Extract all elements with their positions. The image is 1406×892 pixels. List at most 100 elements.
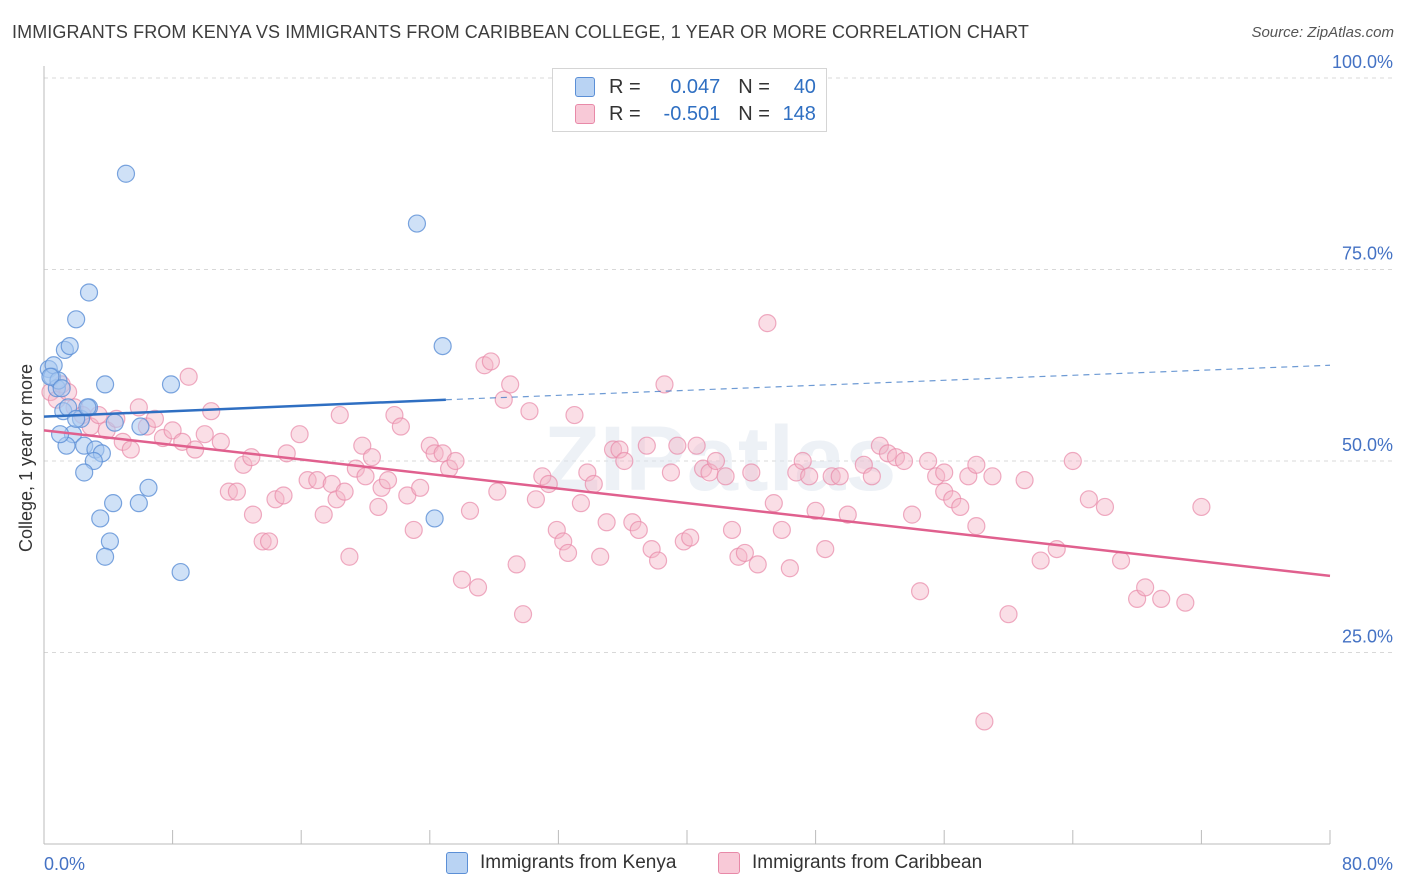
caribbean-point — [999, 605, 1018, 624]
caribbean-point — [227, 482, 246, 501]
legend-label-caribbean: Immigrants from Caribbean — [752, 852, 983, 873]
kenya-swatch-icon — [575, 77, 595, 97]
caribbean-point — [597, 513, 616, 532]
caribbean-point — [411, 478, 430, 497]
caribbean-point — [748, 555, 767, 574]
y-tick-label-3: 100.0% — [1332, 52, 1393, 72]
caribbean-point — [838, 505, 857, 524]
kenya-point — [171, 562, 190, 582]
caribbean-point — [554, 532, 573, 551]
caribbean-point — [488, 482, 507, 501]
caribbean-legend-swatch-icon — [718, 852, 740, 874]
legend-row-kenya: R = 0.047 N = 40 — [575, 75, 816, 99]
caribbean-point — [391, 417, 410, 436]
y-tick-label-2: 75.0% — [1342, 244, 1393, 264]
caribbean-point — [526, 490, 545, 509]
caribbean-point — [558, 543, 578, 563]
kenya-point — [91, 509, 110, 528]
caribbean-swatch-icon — [575, 104, 595, 124]
caribbean-point — [806, 501, 825, 520]
caribbean-point — [919, 451, 938, 471]
caribbean-point — [468, 578, 488, 597]
caribbean-point — [274, 486, 293, 505]
caribbean-point — [1176, 593, 1195, 612]
caribbean-point — [764, 494, 783, 513]
caribbean-r-value: -0.501 — [663, 102, 721, 125]
caribbean-point — [935, 463, 954, 482]
caribbean-point — [314, 505, 333, 524]
kenya-point — [104, 494, 123, 513]
caribbean-point — [243, 505, 263, 524]
kenya-r-value: 0.047 — [670, 75, 721, 98]
caribbean-points — [41, 314, 1211, 731]
caribbean-point — [661, 463, 681, 482]
caribbean-point — [298, 471, 317, 490]
caribbean-point — [681, 528, 700, 547]
y-tick-labels: 25.0% 50.0% 75.0% 100.0% — [1332, 52, 1393, 647]
kenya-point — [131, 417, 150, 436]
x-tick-labels: 0.0% 80.0% — [44, 854, 1393, 874]
caribbean-point — [668, 436, 687, 455]
kenya-point — [41, 367, 60, 386]
kenya-point — [95, 375, 115, 394]
caribbean-point — [780, 559, 799, 578]
kenya-r-label: R = — [609, 75, 641, 98]
kenya-n-label: N = — [738, 75, 770, 98]
kenya-point — [139, 478, 158, 497]
caribbean-point — [369, 497, 388, 517]
kenya-n-value: 40 — [793, 75, 816, 98]
x-tick-label-1: 80.0% — [1342, 854, 1393, 874]
caribbean-point — [1095, 497, 1115, 517]
legend-item-kenya: Immigrants from Kenya — [446, 852, 676, 874]
kenya-point — [50, 425, 70, 444]
caribbean-point — [481, 352, 500, 371]
caribbean-point — [793, 451, 812, 471]
caribbean-point — [816, 539, 835, 559]
caribbean-point — [722, 520, 742, 540]
caribbean-point — [404, 520, 423, 540]
kenya-trend-extension — [445, 364, 1331, 401]
caribbean-point — [1015, 471, 1034, 490]
source-label: Source: ZipAtlas.com — [1251, 24, 1394, 41]
caribbean-point — [385, 405, 404, 425]
caribbean-point — [687, 436, 706, 455]
correlation-legend: R = 0.047 N = 40 R = -0.501 N = 148 — [552, 68, 827, 132]
kenya-point — [95, 547, 115, 566]
caribbean-point — [242, 448, 261, 467]
caribbean-point — [716, 467, 735, 486]
caribbean-n-value: 148 — [782, 102, 816, 125]
legend-item-caribbean: Immigrants from Caribbean — [718, 852, 982, 874]
caribbean-point — [494, 390, 513, 409]
caribbean-point — [571, 494, 591, 513]
caribbean-point — [452, 570, 472, 589]
caribbean-point — [772, 520, 791, 540]
kenya-point — [433, 337, 452, 356]
caribbean-point — [967, 455, 986, 474]
caribbean-point — [578, 463, 597, 482]
caribbean-point — [706, 451, 726, 471]
y-tick-label-0: 25.0% — [1342, 627, 1393, 647]
y-axis-label: College, 1 year or more — [16, 364, 36, 552]
caribbean-point — [539, 474, 558, 494]
caribbean-point — [610, 440, 629, 459]
caribbean-point — [1031, 551, 1050, 570]
kenya-point — [52, 379, 71, 398]
caribbean-point — [902, 505, 922, 524]
caribbean-point — [195, 425, 214, 444]
caribbean-point — [378, 471, 398, 490]
caribbean-point — [308, 471, 327, 490]
caribbean-point — [513, 605, 533, 624]
caribbean-point — [742, 463, 761, 482]
caribbean-point — [1079, 490, 1098, 509]
caribbean-point — [507, 555, 526, 574]
caribbean-point — [520, 402, 539, 421]
caribbean-point — [637, 436, 656, 455]
caribbean-point — [335, 482, 354, 501]
caribbean-point — [642, 539, 661, 559]
caribbean-point — [253, 532, 272, 551]
caribbean-trend-line — [43, 429, 1331, 578]
x-tick-label-0: 0.0% — [44, 854, 85, 874]
caribbean-point — [603, 440, 623, 459]
caribbean-point — [800, 467, 819, 486]
